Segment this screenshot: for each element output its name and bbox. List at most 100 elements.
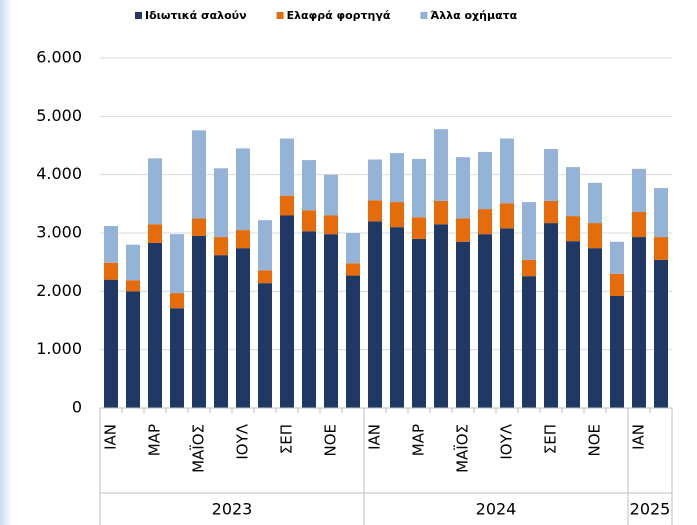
x-tick-label: ΣΕΠ [278,424,296,454]
bar-segment [412,217,426,239]
bar-segment [566,241,580,408]
legend-label: Άλλα οχήματα [430,9,517,22]
bar-segment [126,291,140,408]
bar-segment [280,215,294,408]
bar-segment [478,234,492,408]
year-label: 2025 [630,500,671,519]
bar-segment [544,200,558,224]
bar-segment [500,138,514,204]
bar-segment [632,237,646,408]
bar-segment [148,242,162,408]
x-tick-label: ΜΑΪΟΣ [453,424,472,473]
legend-swatch [420,12,428,19]
bar-segment [258,220,272,271]
x-tick-label: ΙΟΥΛ [498,423,516,459]
bar-segment [302,210,316,232]
bar-segment [412,238,426,408]
x-tick-label: ΙΟΥΛ [234,423,252,459]
bar-segment [236,148,250,231]
bar-segment [368,221,382,408]
x-tick-label: ΜΑΪΟΣ [189,424,208,473]
bar-segment [390,227,404,408]
bar-segment [170,293,184,309]
bar-segment [302,231,316,408]
x-tick-label: ΜΑΡ [146,424,164,456]
bar-segment [500,203,514,229]
bar-segment [654,237,668,260]
bar-segment [170,234,184,294]
bar-segment [280,138,294,196]
y-tick-label: 1.000 [36,339,82,358]
bar-segment [544,223,558,408]
bar-segment [258,283,272,408]
x-tick-label: ΙΑΝ [630,424,648,450]
bar-segment [412,158,426,218]
bar-segment [478,209,492,235]
bar-segment [236,230,250,249]
bar-segment [346,263,360,276]
bar-segment [192,130,206,219]
bar-segment [214,237,228,256]
bar-segment [588,248,602,408]
legend-swatch [276,12,284,19]
bar-segment [258,270,272,284]
bar-segment [434,200,448,225]
bar-segment [610,241,624,274]
bar-segment [126,280,140,292]
x-tick-label: ΣΕΠ [542,424,560,454]
bar-segment [214,255,228,408]
y-tick-label: 2.000 [36,281,82,300]
bar-segment [324,215,338,235]
bar-segment [434,129,448,201]
bar-segment [456,157,470,219]
x-tick-label: ΙΑΝ [102,424,120,450]
bar-segment [324,174,338,216]
bar-segment [148,224,162,243]
bar-segment [302,160,316,211]
bar-segment [346,275,360,408]
bar-segment [368,159,382,201]
bar-segment [104,279,118,408]
bar-segment [346,233,360,264]
bar-segment [522,259,536,277]
bar-segment [456,218,470,242]
legend-swatch [135,12,142,19]
bar-segment [654,259,668,408]
bar-segment [214,168,228,238]
bar-segment [104,262,118,280]
bar-segment [368,200,382,222]
bar-segment [280,195,294,216]
bar-segment [632,168,646,212]
bar-segment [170,308,184,408]
edge-strip [0,0,12,525]
bar-segment [390,153,404,203]
bar-segment [478,151,492,210]
bar-segment [390,202,404,228]
legend-label: Ιδιωτικά σαλούν [145,9,247,22]
bar-segment [610,296,624,408]
y-tick-label: 3.000 [36,223,82,242]
legend-label: Ελαφρά φορτηγά [287,9,391,22]
y-tick-label: 5.000 [36,106,82,125]
bar-segment [192,235,206,408]
bar-segment [500,228,514,408]
bar-segment [566,216,580,242]
x-tick-label: ΙΑΝ [366,424,384,450]
bar-segment [192,218,206,236]
bar-segment [522,276,536,408]
bar-segment [544,149,558,201]
bar-segment [236,248,250,408]
year-label: 2024 [476,500,517,519]
bar-segment [148,158,162,225]
y-tick-label: 0 [72,398,82,417]
bar-segment [566,167,580,217]
bar-segment [522,202,536,260]
bar-segment [632,212,646,238]
y-tick-label: 4.000 [36,164,82,183]
bar-segment [588,223,602,249]
bar-segment [324,234,338,408]
x-tick-label: ΝΟΕ [586,424,604,457]
x-tick-label: ΜΑΡ [410,424,428,456]
bar-segment [456,241,470,408]
